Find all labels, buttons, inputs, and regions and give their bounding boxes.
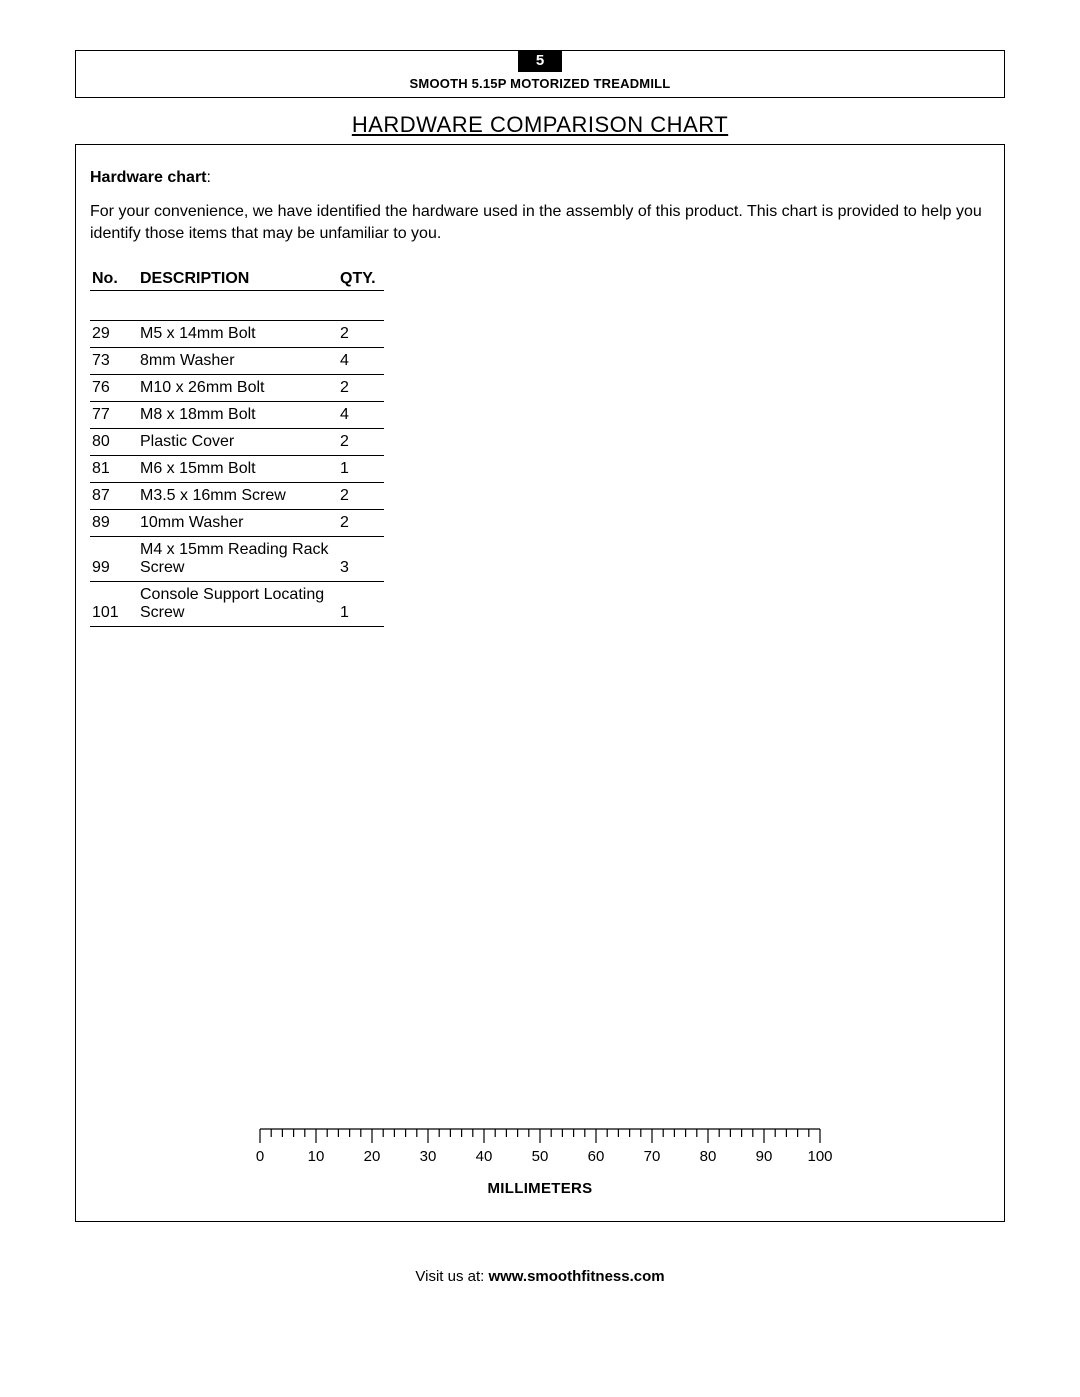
hardware-table: No. DESCRIPTION QTY. 29 M5 x 14mm Bolt 2… [90,268,384,627]
footer-prefix: Visit us at: [415,1268,488,1285]
cell-desc: M8 x 18mm Bolt [138,402,338,429]
cell-no: 73 [90,348,138,375]
table-header-row: No. DESCRIPTION QTY. [90,268,384,291]
table-row: 80 Plastic Cover 2 [90,429,384,456]
svg-text:100: 100 [807,1148,832,1165]
hardware-chart-label-text: Hardware chart [90,169,207,186]
ruler-icon: 0 10 20 30 40 50 60 70 80 90 100 [244,1127,836,1165]
cell-no: 29 [90,321,138,348]
table-row: 76 M10 x 26mm Bolt 2 [90,375,384,402]
table-row: 99 M4 x 15mm Reading Rack Screw 3 [90,537,384,582]
page: 5 SMOOTH 5.15P MOTORIZED TREADMILL HARDW… [0,0,1080,1397]
cell-desc: M6 x 15mm Bolt [138,456,338,483]
ruler-section: 0 10 20 30 40 50 60 70 80 90 100 MILLIMETERS [76,1127,1004,1197]
cell-desc: Plastic Cover [138,429,338,456]
svg-text:70: 70 [644,1148,661,1165]
svg-text:40: 40 [476,1148,493,1165]
svg-text:80: 80 [700,1148,717,1165]
cell-qty: 1 [338,456,384,483]
content-box: Hardware chart: For your convenience, we… [75,144,1005,1222]
table-row: 29 M5 x 14mm Bolt 2 [90,321,384,348]
footer: Visit us at: www.smoothfitness.com [75,1268,1005,1285]
cell-desc: M4 x 15mm Reading Rack Screw [138,537,338,582]
table-row: 77 M8 x 18mm Bolt 4 [90,402,384,429]
table-row: 89 10mm Washer 2 [90,510,384,537]
cell-qty: 2 [338,510,384,537]
ruler: 0 10 20 30 40 50 60 70 80 90 100 [244,1127,836,1170]
cell-desc: M10 x 26mm Bolt [138,375,338,402]
cell-desc: M3.5 x 16mm Screw [138,483,338,510]
cell-no: 80 [90,429,138,456]
cell-desc: Console Support Locating Screw [138,582,338,627]
table-row: 81 M6 x 15mm Bolt 1 [90,456,384,483]
svg-text:60: 60 [588,1148,605,1165]
cell-no: 89 [90,510,138,537]
cell-no: 87 [90,483,138,510]
cell-desc: 10mm Washer [138,510,338,537]
hardware-chart-label: Hardware chart: [90,169,990,187]
header-bar: 5 SMOOTH 5.15P MOTORIZED TREADMILL [75,50,1005,98]
cell-qty: 2 [338,483,384,510]
table-row: 73 8mm Washer 4 [90,348,384,375]
cell-qty: 2 [338,429,384,456]
cell-qty: 3 [338,537,384,582]
svg-text:10: 10 [308,1148,325,1165]
cell-qty: 1 [338,582,384,627]
cell-no: 81 [90,456,138,483]
cell-qty: 2 [338,375,384,402]
intro-text: For your convenience, we have identified… [90,201,990,244]
svg-text:90: 90 [756,1148,773,1165]
svg-text:30: 30 [420,1148,437,1165]
svg-text:50: 50 [532,1148,549,1165]
page-number: 5 [518,50,562,72]
col-header-qty: QTY. [338,268,384,291]
cell-no: 101 [90,582,138,627]
svg-text:0: 0 [256,1148,264,1165]
cell-qty: 4 [338,348,384,375]
product-name: SMOOTH 5.15P MOTORIZED TREADMILL [410,76,671,91]
cell-no: 77 [90,402,138,429]
table-spacer-row [90,291,384,321]
colon: : [207,169,211,186]
cell-desc: 8mm Washer [138,348,338,375]
cell-no: 99 [90,537,138,582]
cell-qty: 2 [338,321,384,348]
ruler-label: MILLIMETERS [76,1180,1004,1197]
svg-text:20: 20 [364,1148,381,1165]
cell-no: 76 [90,375,138,402]
table-row: 87 M3.5 x 16mm Screw 2 [90,483,384,510]
cell-desc: M5 x 14mm Bolt [138,321,338,348]
footer-url: www.smoothfitness.com [488,1268,664,1285]
cell-qty: 4 [338,402,384,429]
table-row: 101 Console Support Locating Screw 1 [90,582,384,627]
section-title: HARDWARE COMPARISON CHART [75,112,1005,138]
col-header-desc: DESCRIPTION [138,268,338,291]
col-header-no: No. [90,268,138,291]
